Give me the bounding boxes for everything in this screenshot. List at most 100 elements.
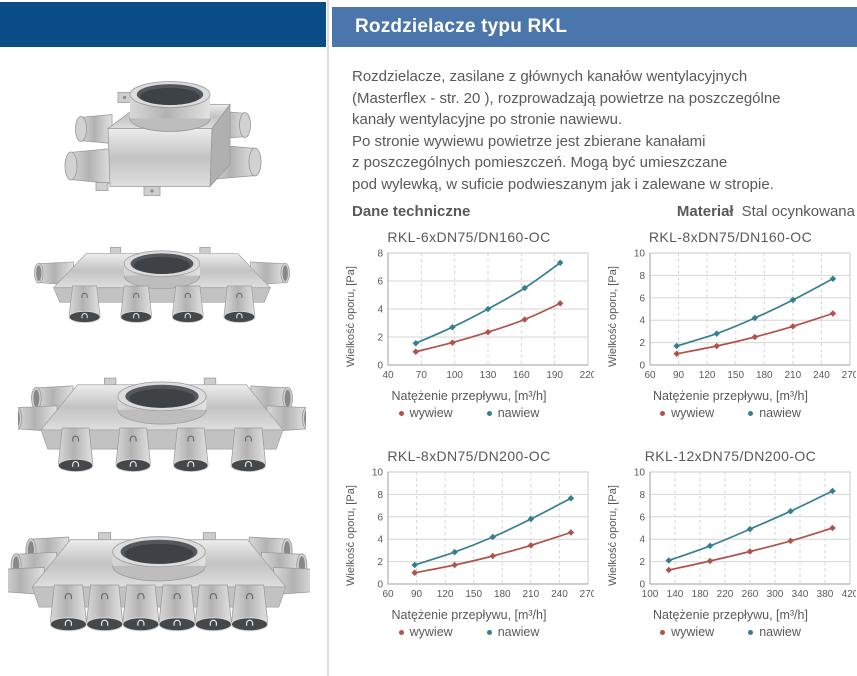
svg-text:8: 8 [639, 271, 645, 282]
svg-text:0: 0 [639, 580, 645, 591]
y-axis-label: Wielkość oporu, [Pa] [606, 266, 619, 368]
distributor-illustration [34, 246, 290, 323]
svg-text:60: 60 [644, 370, 656, 381]
left-accent-bar [0, 2, 326, 47]
svg-text:0: 0 [639, 361, 645, 372]
product-photo-rkl-3 [18, 352, 306, 504]
svg-text:160: 160 [513, 370, 530, 381]
chart-rkl-12xdn75-dn200: RKL-12xDN75/DN200-OC Wielkość oporu, [Pa… [604, 448, 857, 639]
legend-label-wywiew: wywiew [409, 406, 453, 420]
product-photo-rkl-2 [33, 222, 291, 350]
svg-text:220: 220 [716, 589, 733, 600]
intro-line: Po stronie wywiewu powietrze jest zbiera… [352, 132, 706, 150]
svg-text:6: 6 [639, 512, 645, 523]
material-info: Materiał Stal ocynkowana [677, 203, 855, 220]
legend-label-nawiew: nawiew [497, 625, 540, 639]
svg-text:150: 150 [727, 370, 744, 381]
product-photo-rkl-1 [60, 64, 270, 220]
x-axis-label: Natężenie przepływu, [m³/h] [653, 389, 808, 403]
svg-text:40: 40 [382, 370, 394, 381]
svg-text:2: 2 [377, 333, 383, 344]
svg-text:270: 270 [580, 589, 594, 600]
svg-text:260: 260 [741, 589, 758, 600]
svg-text:130: 130 [480, 370, 497, 381]
legend-label-nawiew: nawiew [759, 406, 801, 420]
chart-legend: wywiew nawiew [398, 625, 540, 639]
section-row: Dane techniczne Materiał Stal ocynkowana [352, 203, 855, 220]
wywiew-marker-icon [660, 410, 666, 416]
svg-text:120: 120 [437, 589, 454, 600]
svg-text:180: 180 [494, 589, 511, 600]
svg-text:60: 60 [382, 589, 394, 600]
x-axis-label: Natężenie przepływu, [m³/h] [653, 608, 808, 622]
svg-text:300: 300 [766, 589, 783, 600]
wywiew-marker-icon [398, 629, 404, 635]
svg-text:220: 220 [580, 370, 594, 381]
svg-text:4: 4 [639, 316, 645, 327]
chart-title: RKL-6xDN75/DN160-OC [387, 229, 551, 245]
svg-text:8: 8 [377, 490, 383, 501]
x-axis-label: Natężenie przepływu, [m³/h] [391, 608, 547, 622]
nawiew-marker-icon [748, 410, 754, 416]
svg-text:6: 6 [377, 277, 383, 288]
nawiew-marker-icon [748, 629, 754, 635]
svg-text:180: 180 [691, 589, 708, 600]
svg-text:140: 140 [666, 589, 683, 600]
line-chart-plot: 0 2 4 6 8 10 100 140 180 220 260 300 340 380 420 [633, 468, 855, 601]
svg-text:150: 150 [465, 589, 482, 600]
svg-text:2: 2 [639, 557, 645, 568]
chart-title: RKL-8xDN75/DN160-OC [648, 229, 813, 245]
legend-label-nawiew: nawiew [497, 406, 540, 420]
chart-title: RKL-12xDN75/DN200-OC [644, 448, 817, 464]
intro-line: z poszczególnych pomieszczeń. Mogą być u… [352, 154, 728, 171]
svg-text:0: 0 [377, 580, 383, 591]
svg-text:90: 90 [673, 370, 685, 381]
chart-rkl-8xdn75-dn200: RKL-8xDN75/DN200-OC Wielkość oporu, [Pa]… [334, 448, 604, 639]
distributor-illustration [8, 532, 310, 632]
y-axis-label: Wielkość oporu, [Pa] [345, 485, 357, 587]
svg-text:8: 8 [377, 249, 383, 260]
svg-text:6: 6 [639, 293, 645, 304]
svg-text:10: 10 [633, 468, 645, 479]
svg-text:270: 270 [841, 370, 855, 381]
svg-text:90: 90 [411, 589, 423, 600]
chart-legend: wywiew nawiew [660, 625, 801, 639]
page-header-bar: Rozdzielacze typu RKL [332, 7, 857, 47]
distributor-illustration [18, 377, 306, 473]
charts-grid: RKL-6xDN75/DN160-OC Wielkość oporu, [Pa]… [334, 229, 857, 639]
line-chart-plot: 0 2 4 6 8 40 70 100 130 160 190 220 [377, 249, 594, 382]
svg-text:420: 420 [841, 589, 855, 600]
legend-label-nawiew: nawiew [759, 625, 801, 639]
svg-text:100: 100 [641, 589, 658, 600]
line-chart-plot: 0 2 4 6 8 10 60 90 120 150 180 210 240 270 [372, 468, 594, 601]
x-axis-label: Natężenie przepływu, [m³/h] [391, 389, 547, 403]
svg-text:10: 10 [633, 249, 645, 260]
material-value: Stal ocynkowana [741, 203, 855, 220]
y-axis-label: Wielkość oporu, [Pa] [345, 266, 357, 368]
dane-techniczne-heading: Dane techniczne [352, 203, 471, 220]
chart-legend: wywiew nawiew [398, 406, 540, 420]
svg-text:190: 190 [546, 370, 563, 381]
legend-label-wywiew: wywiew [671, 625, 715, 639]
svg-text:0: 0 [377, 361, 383, 372]
svg-text:180: 180 [755, 370, 772, 381]
y-axis-label: Wielkość oporu, [Pa] [606, 485, 619, 587]
chart-title: RKL-8xDN75/DN200-OC [387, 448, 551, 464]
intro-line: kanały wentylacyjne po stronie nawiewu. [352, 111, 623, 128]
legend-label-wywiew: wywiew [671, 406, 715, 420]
intro-line: Rozdzielacze, zasilane z głównych kanałó… [352, 68, 748, 85]
line-chart-plot: 0 2 4 6 8 10 60 90 120 150 180 210 240 270 [633, 249, 855, 382]
svg-text:240: 240 [813, 370, 830, 381]
svg-text:4: 4 [639, 535, 645, 546]
svg-text:10: 10 [372, 468, 384, 479]
chart-legend: wywiew nawiew [660, 406, 801, 420]
svg-text:240: 240 [551, 589, 568, 600]
distributor-illustration [64, 81, 262, 196]
svg-text:4: 4 [377, 535, 383, 546]
svg-text:120: 120 [698, 370, 715, 381]
svg-text:2: 2 [377, 557, 383, 568]
svg-text:380: 380 [816, 589, 833, 600]
intro-line: (Masterflex - str. 20 ), rozprowadzają p… [352, 89, 781, 107]
svg-text:100: 100 [446, 370, 463, 381]
material-label: Materiał [676, 203, 734, 220]
